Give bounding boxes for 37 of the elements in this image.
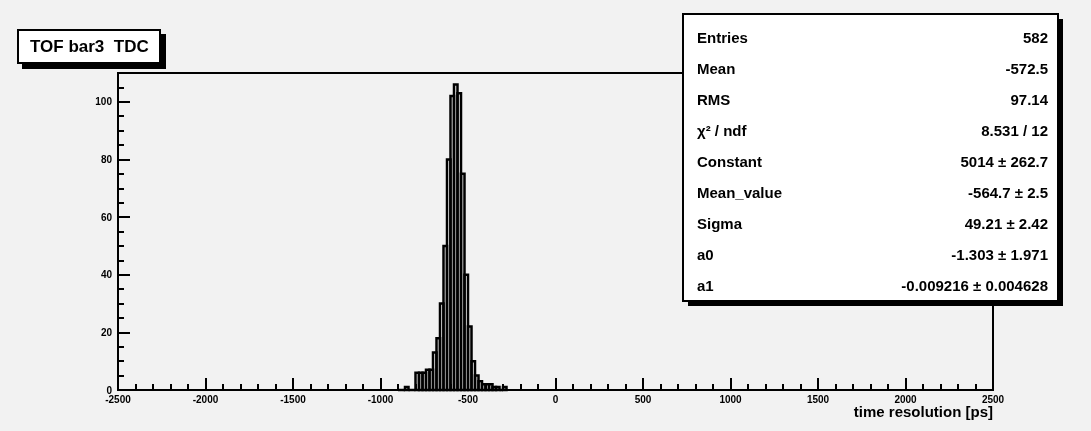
annotation: -0.009216 ± 0.004628 bbox=[901, 277, 1048, 294]
annotation: 5014 ± 262.7 bbox=[960, 153, 1048, 170]
x-tick-label: 500 bbox=[634, 393, 652, 405]
annotation: Constant bbox=[697, 153, 762, 170]
x-tick-label: 1000 bbox=[719, 393, 743, 405]
y-tick-label: 40 bbox=[100, 269, 113, 281]
x-tick-label: -500 bbox=[457, 393, 479, 405]
y-tick-label: 80 bbox=[100, 153, 113, 165]
annotation: Mean_value bbox=[697, 184, 783, 201]
annotation: RMS bbox=[697, 91, 731, 108]
chart-title: TOF bar3 TDC bbox=[30, 37, 149, 56]
annotation: 49.21 ± 2.42 bbox=[964, 215, 1048, 232]
y-tick-label: 0 bbox=[106, 384, 113, 396]
text: -572.5 bbox=[1005, 60, 1048, 77]
x-tick-label: 0 bbox=[552, 393, 559, 405]
x-tick-label: -1500 bbox=[280, 393, 307, 405]
x-axis-title: time resolution [ps] bbox=[853, 403, 994, 420]
annotation: χ² / ndf bbox=[697, 122, 748, 139]
text: 97.14 bbox=[1010, 91, 1049, 108]
y-tick-label: 60 bbox=[100, 211, 113, 223]
x-tick-label: 1500 bbox=[806, 393, 830, 405]
y-tick-label: 20 bbox=[100, 326, 113, 338]
y-tick-label: 100 bbox=[95, 96, 113, 108]
annotation: Mean bbox=[697, 60, 736, 77]
annotation: a0 bbox=[697, 246, 714, 263]
x-tick-label: 2500 bbox=[981, 393, 1005, 405]
x-tick-label: -1000 bbox=[367, 393, 394, 405]
x-tick-label: -2000 bbox=[192, 393, 219, 405]
text: Entries bbox=[697, 29, 748, 46]
x-tick-label: 2000 bbox=[894, 393, 918, 405]
annotation: -564.7 ± 2.5 bbox=[968, 184, 1048, 201]
annotation: 8.531 / 12 bbox=[981, 122, 1048, 139]
annotation: -1.303 ± 1.971 bbox=[951, 246, 1048, 263]
annotation: a1 bbox=[697, 277, 714, 294]
text: 582 bbox=[1022, 29, 1048, 46]
x-tick-label: -2500 bbox=[105, 393, 132, 405]
annotation: Sigma bbox=[697, 215, 743, 232]
